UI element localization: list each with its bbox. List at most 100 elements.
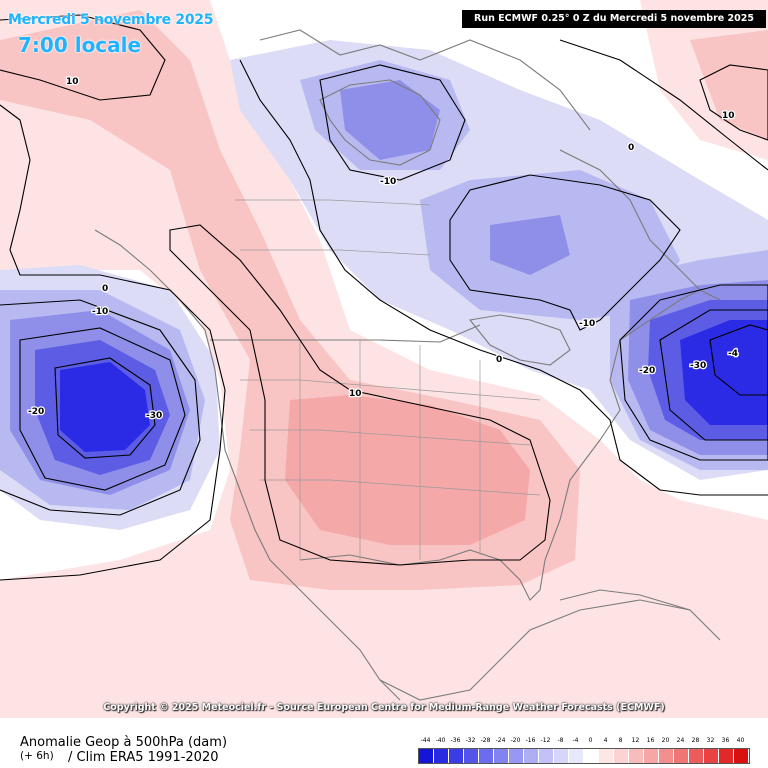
contour-label: -30 [690,361,706,371]
forecast-date: Mercredi 5 novembre 2025 [8,12,214,28]
scale-color-cell [599,749,614,763]
scale-color-cell [704,749,719,763]
contour-zero-pacific [0,104,226,581]
scale-color-cell [719,749,734,763]
scale-color-cell [479,749,494,763]
scale-tick-label: 32 [706,737,715,744]
scale-tick-label: 4 [603,737,608,744]
scale-tick-label: -16 [525,737,536,744]
contour-label: -10 [579,319,595,329]
scale-tick-label: -28 [480,737,491,744]
scale-tick-label: -24 [495,737,506,744]
scale-tick-label: 24 [676,737,685,744]
contour-minus30-atlantic [659,309,768,441]
scale-color-cell [629,749,644,763]
labrador-coast-line [559,149,701,291]
pos-anomaly-ne-atlantic-2 [690,30,768,140]
scale-color-cell [524,749,539,763]
scale-color-cell [734,749,749,763]
mexico-coast-line [379,599,691,701]
contour-label: -10 [92,307,108,317]
contour-minus10-quebec [449,174,681,331]
scale-tick-label: -36 [450,737,461,744]
scale-tick-label: -40 [435,737,446,744]
scale-color-cell [689,749,704,763]
scale-color-cell [464,749,479,763]
arctic-islands-line [259,29,591,131]
scale-color-bar [418,748,750,764]
hudson-bay-line [319,79,441,166]
contour-label: -30 [146,411,162,421]
neg-anomaly-pacific-core [60,362,150,452]
scale-tick-labels: -44 -40 -36 -32 -28 -24 -20 -16 -12 -8 -4 0 4 8 12 16 20… [416,735,768,747]
forecast-local-time: 7:00 locale [18,33,142,57]
contour-lines [0,14,768,581]
scale-color-cell [449,749,464,763]
scale-tick-label: -12 [540,737,551,744]
scale-color-cell [584,749,599,763]
scale-tick-label: -32 [465,737,476,744]
contour-zero-atlantic [559,39,768,171]
scale-color-cell [569,749,584,763]
positive-anomaly-fills [0,0,768,718]
scale-color-cell [674,749,689,763]
contour-label-group: 10 -10 0 10 0 -10 -20 -30 10 0 -10 -20 -… [27,76,740,423]
us-canada-border [210,324,481,343]
lead-time: (+ 6h) [20,750,54,762]
scale-color-cell [494,749,509,763]
contour-label: 0 [102,284,108,294]
contour-zero-canada [239,59,768,496]
contour-label: -20 [639,366,655,376]
scale-tick-label: -20 [510,737,521,744]
scale-color-cell [614,749,629,763]
contour-minus20-atlantic [619,284,768,461]
parameter-title: Anomalie Geop à 500hPa (dam) [20,735,228,750]
scale-color-cell [539,749,554,763]
scale-tick-label: 28 [691,737,700,744]
west-coast-line [94,229,401,701]
scale-color-cell [644,749,659,763]
scale-tick-label: -4 [572,737,579,744]
scale-tick-label: 16 [646,737,655,744]
contour-label: 10 [349,389,362,399]
scale-tick-label: 36 [721,737,730,744]
contour-minus20-pacific [19,327,186,491]
contour-minus30-pacific [54,357,156,459]
pos-anomaly-south-us [285,395,530,545]
contour-label: 0 [496,355,502,365]
scale-color-cell [554,749,569,763]
scale-color-cell [419,749,434,763]
neg-anomaly-hudson-core [340,80,440,160]
run-info: Run ECMWF 0.25° 0 Z du Mercredi 5 novemb… [462,10,766,28]
contour-minus10-hudson [319,64,466,181]
contour-label: 10 [66,77,79,87]
contour-minus10-pacific [0,299,201,516]
scale-tick-label: 12 [631,737,640,744]
contour-plus10-north-pacific [0,14,166,101]
contour-label: -4 [728,349,738,359]
great-lakes-line [468,314,571,366]
scale-color-cell [434,749,449,763]
scale-tick-label: 0 [588,737,593,744]
contour-label: -20 [28,407,44,417]
contour-label: 10 [722,111,735,121]
scale-tick-label: 8 [618,737,623,744]
caribbean-line [559,589,721,641]
state-borders [235,199,541,560]
scale-tick-label: 20 [661,737,670,744]
contour-plus10-west [169,224,551,566]
coastlines [94,29,721,701]
contour-label: -10 [380,177,396,187]
scale-tick-label: -8 [557,737,564,744]
gulf-coast-line [299,289,721,601]
climatology-label: / Clim ERA5 1991-2020 [68,750,219,765]
negative-anomaly-fills [0,40,768,530]
contour-minus40-atlantic [709,324,768,396]
scale-tick-label: 40 [736,737,745,744]
contour-label: 0 [628,143,634,153]
scale-color-cell [659,749,674,763]
contour-plus10-atlantic [699,64,768,141]
scale-tick-label: -44 [420,737,431,744]
color-scale-legend: -44 -40 -36 -32 -28 -24 -20 -16 -12 -8 -4 0 4 8 12 16 20… [416,735,768,765]
copyright-notice: Copyright © 2025 Meteociel.fr - Source E… [103,702,665,713]
